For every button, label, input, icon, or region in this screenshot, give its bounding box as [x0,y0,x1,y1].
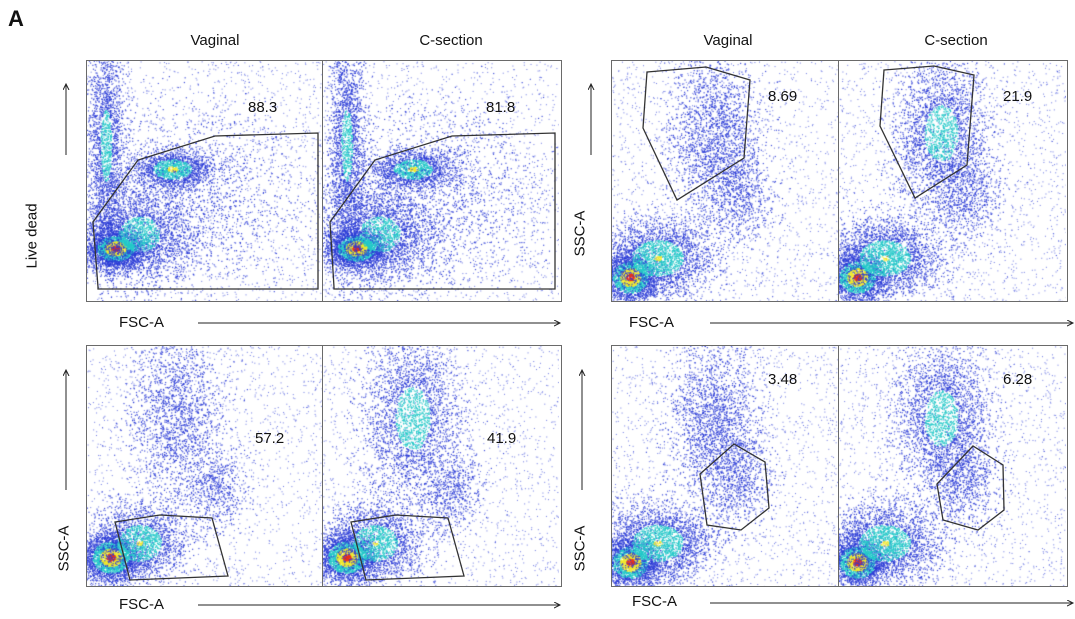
scatter-ssc-fsc-bottomright-vaginal [612,346,839,586]
column-label-vaginal-left: Vaginal [190,32,240,49]
scatter-ssc-fsc-top-vaginal [612,61,839,301]
column-label-vaginal-right: Vaginal [703,32,753,49]
panel-letter: A [8,6,24,31]
divider-bottom-left [322,345,323,587]
gate-pct-lymph-csection: 41.9 [487,430,517,447]
x-label-bottom-left: FSC-A [119,596,164,613]
column-label-csection-right: C-section [924,32,988,49]
divider-bottom-right [838,345,839,587]
scatter-live-dead-vaginal [87,61,323,301]
gate-pct-live-vaginal: 88.3 [248,99,278,116]
divider-top-right [838,60,839,302]
gate-pct-top-csection: 21.9 [1003,88,1033,105]
y-label-top-right: SSC-A [571,210,589,257]
y-label-bottom-right: SSC-A [571,525,589,572]
x-label-top-left: FSC-A [119,314,164,331]
x-label-bottom-right: FSC-A [632,593,677,610]
gate-pct-top-vaginal: 8.69 [768,88,798,105]
gate-pct-lymph-vaginal: 57.2 [255,430,285,447]
x-label-top-right: FSC-A [629,314,674,331]
y-label-top-left: Live dead [23,203,41,269]
scatter-live-dead-csection [323,61,559,301]
scatter-ssc-fsc-bottom-csection [323,346,559,586]
gate-pct-gran-vaginal: 3.48 [768,371,798,388]
y-label-bottom-left: SSC-A [55,525,73,572]
column-label-csection-left: C-section [419,32,483,49]
divider-top-left [322,60,323,302]
gate-pct-gran-csection: 6.28 [1003,371,1033,388]
scatter-ssc-fsc-bottom-vaginal [87,346,323,586]
gate-pct-live-csection: 81.8 [486,99,516,116]
